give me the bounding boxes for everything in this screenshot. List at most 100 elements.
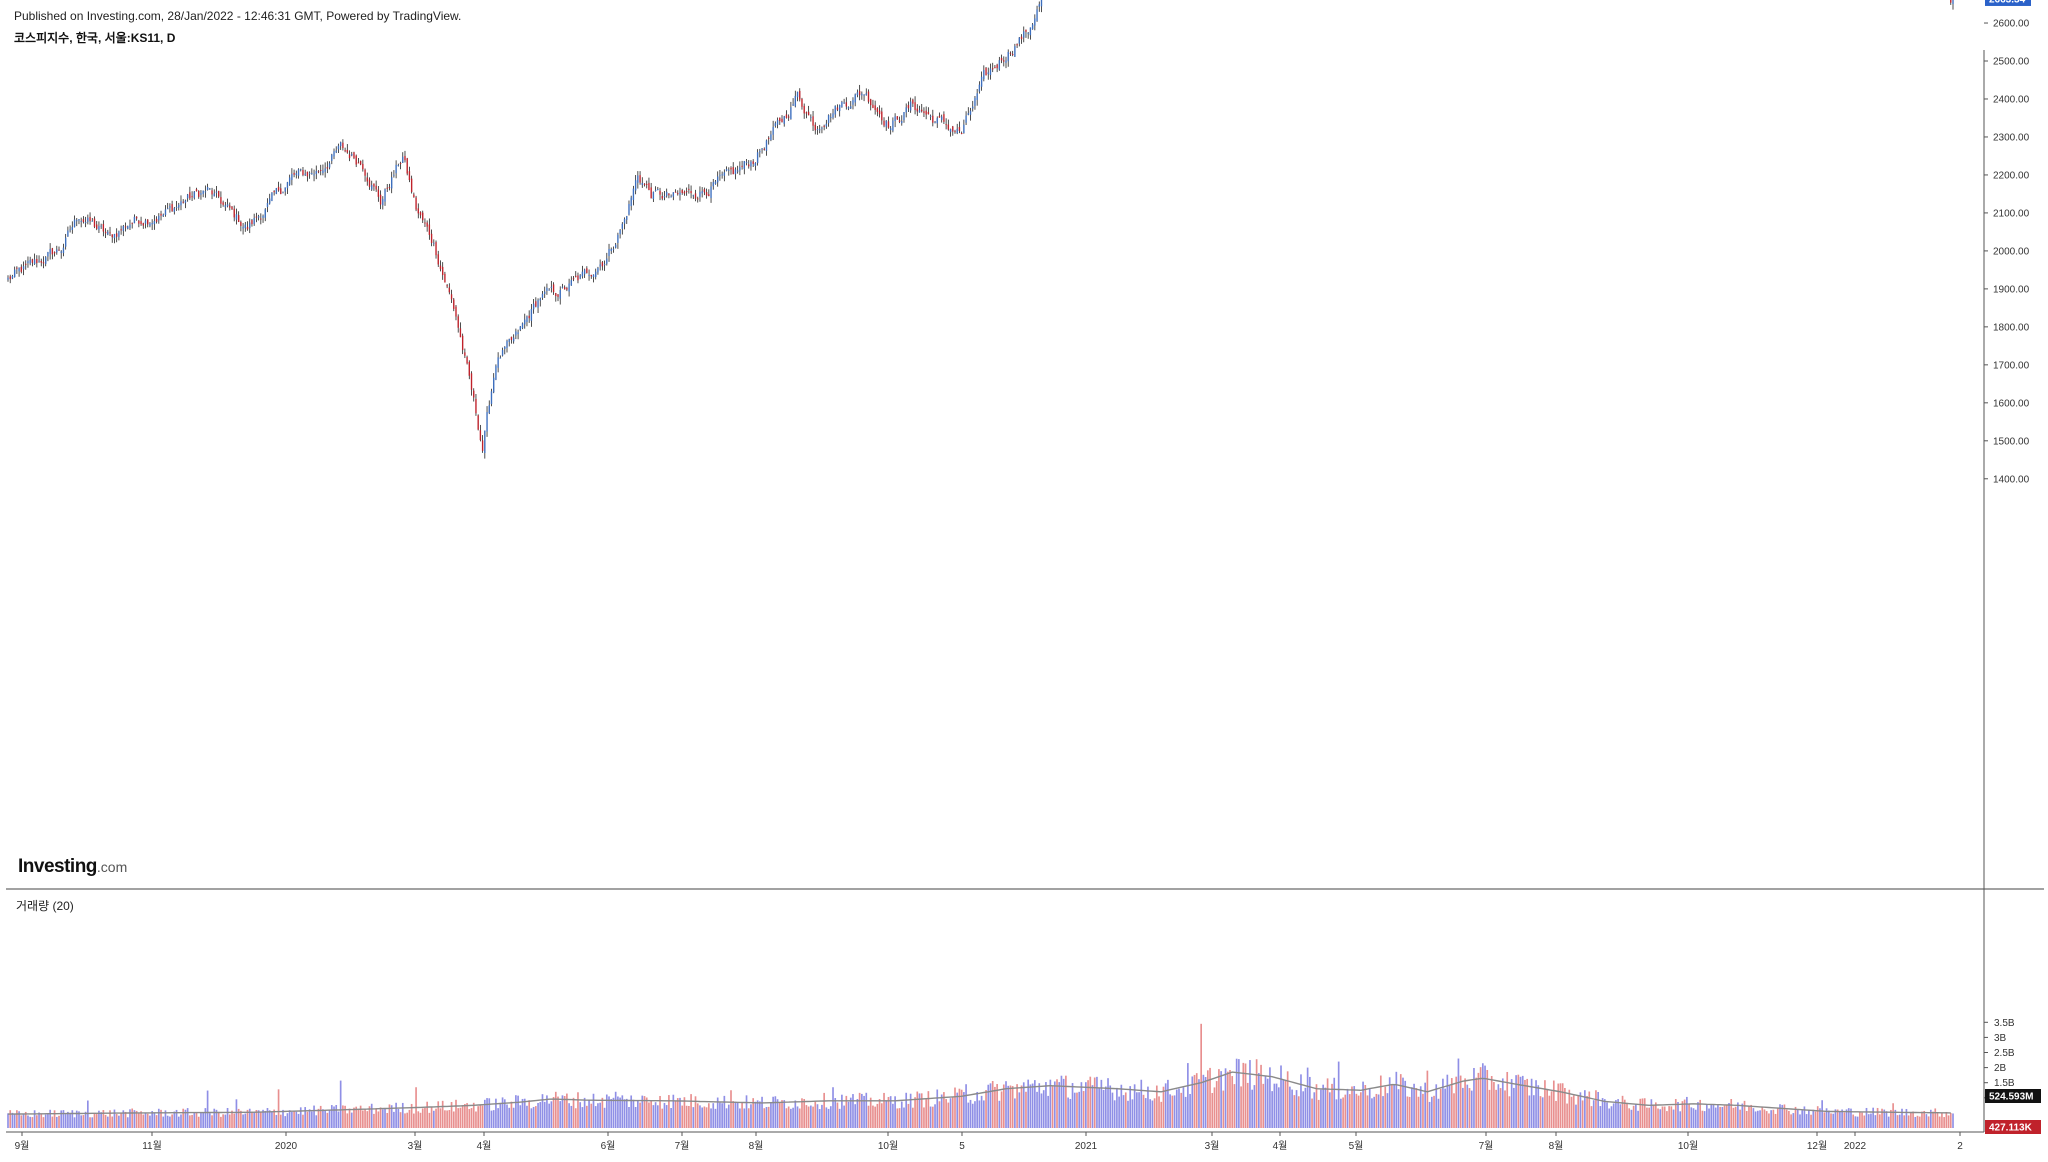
volume-bar <box>91 1117 94 1128</box>
candle-body <box>244 224 246 229</box>
volume-bar <box>1830 1113 1832 1128</box>
volume-bar <box>1419 1086 1422 1128</box>
candle-body <box>342 142 344 149</box>
candle-body <box>590 274 592 277</box>
volume-bar <box>122 1110 125 1128</box>
candle-body <box>697 198 699 200</box>
volume-bar <box>251 1111 253 1128</box>
volume-bar <box>710 1108 712 1128</box>
volume-bar <box>765 1107 768 1128</box>
volume-bar <box>1069 1098 1072 1128</box>
candle-body <box>497 357 499 368</box>
candle-body <box>801 98 803 107</box>
volume-bar <box>1845 1109 1848 1128</box>
volume-bar <box>943 1092 945 1128</box>
candle-body <box>488 405 490 414</box>
volume-bar <box>353 1107 355 1128</box>
volume-bar <box>413 1113 415 1128</box>
volume-bar <box>554 1091 557 1128</box>
volume-bar <box>1187 1063 1189 1128</box>
candle-body <box>938 115 941 118</box>
volume-bar <box>60 1110 63 1128</box>
volume-bar <box>129 1109 131 1128</box>
volume-bar <box>1938 1116 1941 1128</box>
candle-body <box>705 192 708 196</box>
volume-bar <box>1462 1087 1464 1128</box>
candle-body <box>60 251 62 253</box>
volume-bar <box>892 1103 894 1128</box>
volume-bar <box>282 1109 284 1128</box>
volume-bar <box>195 1112 198 1128</box>
volume-bar <box>1244 1063 1247 1128</box>
candle-body <box>193 191 195 198</box>
volume-bar <box>829 1106 832 1128</box>
candle-body <box>980 76 983 87</box>
volume-bar <box>217 1111 220 1128</box>
volume-bar <box>1384 1086 1387 1128</box>
candle-body <box>592 274 595 278</box>
volume-bar <box>794 1100 797 1128</box>
candle-body <box>949 128 952 133</box>
volume-bar <box>761 1096 763 1128</box>
candle-body <box>424 222 426 224</box>
volume-bar <box>1544 1080 1546 1128</box>
candle-body <box>827 115 830 124</box>
volume-bar <box>337 1111 340 1128</box>
candle-body <box>692 195 694 197</box>
volume-bar <box>974 1101 976 1128</box>
volume-bar <box>940 1094 943 1128</box>
volume-bar <box>1481 1063 1484 1128</box>
candle-body <box>47 252 49 257</box>
volume-bar <box>976 1091 979 1128</box>
volume-bar <box>1941 1112 1943 1128</box>
candle-body <box>894 116 896 122</box>
candle-body <box>308 172 311 174</box>
volume-bar <box>736 1102 739 1128</box>
candle-body <box>843 102 845 104</box>
candle-body <box>619 229 621 235</box>
volume-bar <box>865 1092 868 1128</box>
candle-body <box>344 150 346 152</box>
volume-bar <box>1300 1074 1302 1128</box>
volume-bar <box>994 1086 996 1128</box>
price-tick-label: 2200.00 <box>1993 170 2030 181</box>
volume-bar <box>1098 1088 1100 1128</box>
chart-frame <box>6 50 2044 1133</box>
volume-bar <box>1783 1104 1786 1128</box>
candle-body <box>160 213 162 216</box>
candle-body <box>262 215 264 218</box>
volume-bar <box>1304 1087 1307 1128</box>
volume-bar <box>845 1095 848 1128</box>
volume-bar <box>1537 1085 1540 1128</box>
volume-bar <box>479 1104 482 1128</box>
volume-bar <box>1251 1089 1254 1128</box>
volume-bar <box>648 1102 650 1128</box>
candle-body <box>717 176 719 183</box>
candle-body <box>11 275 14 279</box>
volume-bar <box>1832 1113 1835 1128</box>
volume-bar <box>288 1110 291 1128</box>
volume-bar <box>499 1103 502 1128</box>
volume-bar <box>362 1110 364 1128</box>
volume-bar <box>623 1099 626 1128</box>
volume-bar <box>1788 1110 1790 1128</box>
candle-body <box>229 205 231 208</box>
candle-body <box>563 287 566 290</box>
volume-bar <box>344 1105 346 1128</box>
volume-bar <box>1360 1092 1362 1128</box>
candle-body <box>269 198 271 204</box>
volume-bar <box>1246 1082 1249 1128</box>
volume-bar <box>963 1092 965 1128</box>
volume-bar <box>763 1108 766 1128</box>
volume-bar <box>1526 1078 1529 1128</box>
volume-bar <box>1876 1107 1879 1128</box>
candle-body <box>526 316 528 323</box>
candle-body <box>158 215 160 221</box>
candle-body <box>464 352 466 356</box>
volume-bar <box>1426 1070 1429 1128</box>
volume-bar <box>13 1113 16 1128</box>
volume-bar <box>1071 1083 1074 1128</box>
volume-bar <box>532 1106 535 1128</box>
volume-bar <box>814 1101 817 1128</box>
